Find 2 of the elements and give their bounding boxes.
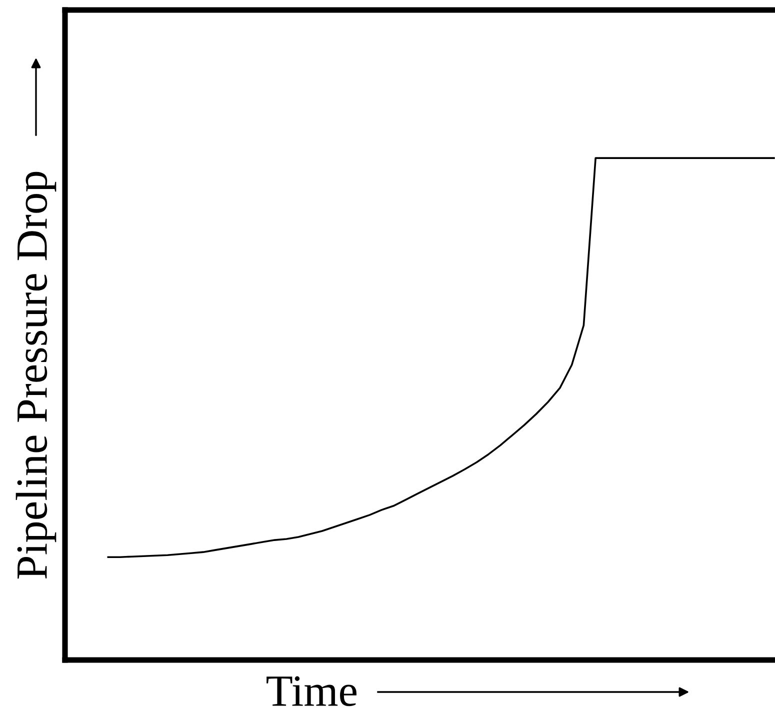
y-axis-title: Pipeline Pressure Drop (16, 172, 56, 579)
x-axis-title: Time (266, 676, 356, 706)
